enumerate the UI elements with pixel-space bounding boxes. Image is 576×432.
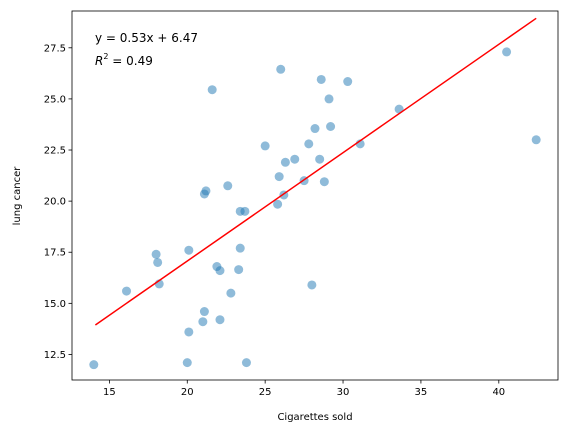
data-point: [307, 280, 317, 290]
data-point: [151, 249, 161, 259]
data-point: [326, 122, 336, 131]
y-tick-label: 17.5: [44, 248, 66, 259]
y-tick-label: 22.5: [44, 146, 66, 157]
data-point: [153, 257, 163, 267]
y-tick-label: 25.0: [44, 94, 66, 105]
x-tick-label: 25: [259, 387, 272, 398]
r-squared-value: = 0.49: [108, 54, 152, 68]
data-point: [215, 266, 225, 276]
data-point: [241, 358, 251, 368]
x-tick-label: 35: [415, 387, 428, 398]
regression-equation: y = 0.53x + 6.47: [95, 31, 198, 45]
data-point: [234, 265, 244, 275]
x-tick-label: 40: [492, 387, 505, 398]
data-point: [235, 243, 245, 253]
plot-frame: [71, 10, 559, 381]
data-point: [324, 94, 334, 104]
data-point: [276, 64, 286, 74]
data-point: [531, 135, 541, 145]
data-point: [198, 317, 208, 327]
data-point: [182, 358, 192, 368]
x-tick-label: 20: [181, 387, 194, 398]
data-point: [315, 154, 325, 164]
data-point: [215, 315, 225, 325]
y-axis-label: lung cancer: [12, 166, 23, 226]
x-tick-label: 15: [103, 387, 116, 398]
data-point: [304, 139, 314, 149]
data-point: [201, 186, 211, 196]
x-axis-label: Cigarettes sold: [277, 412, 352, 423]
y-tick-label: 12.5: [44, 350, 66, 361]
data-point: [273, 199, 283, 209]
r-squared-annotation: R2 = 0.49: [95, 52, 153, 68]
regression-line: [94, 17, 537, 326]
data-point: [502, 47, 512, 57]
data-point: [310, 124, 320, 134]
data-point: [184, 245, 194, 255]
x-tick-label: 30: [337, 387, 350, 398]
data-point: [343, 77, 353, 87]
data-point: [316, 74, 326, 84]
data-point: [199, 307, 209, 317]
data-point: [223, 181, 233, 191]
data-point: [122, 286, 132, 296]
data-point: [226, 288, 236, 298]
y-tick-label: 27.5: [44, 43, 66, 54]
data-point: [280, 157, 290, 167]
data-point: [184, 327, 194, 337]
r-squared-symbol: R: [95, 54, 103, 68]
plot-area: [89, 17, 541, 370]
data-point: [290, 154, 300, 164]
axis-ticks: 15 20 25 30 35 40 12.5 15.0 17.5 20.0 22.5 25.0 27.5: [44, 43, 505, 398]
y-tick-label: 20.0: [44, 197, 66, 208]
data-point: [207, 85, 217, 95]
data-point: [260, 141, 270, 151]
y-tick-label: 15.0: [44, 299, 66, 310]
data-point: [89, 360, 99, 370]
r-squared-superscript: 2: [103, 52, 108, 61]
data-point: [319, 177, 329, 187]
data-point: [274, 172, 284, 182]
data-point: [240, 206, 250, 216]
